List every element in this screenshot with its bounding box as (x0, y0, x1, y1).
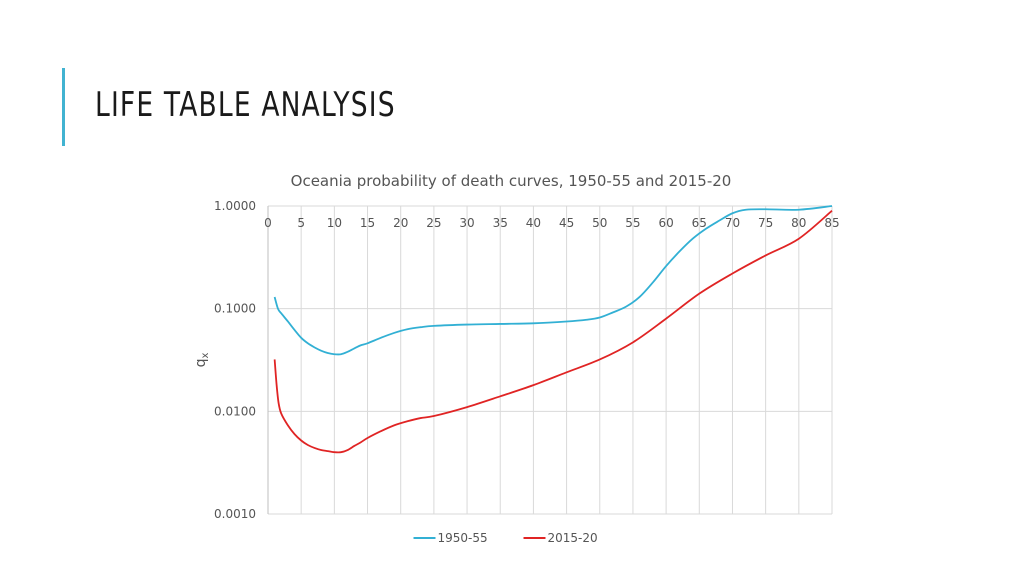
x-tick-label: 25 (426, 216, 441, 230)
x-tick-label: 70 (725, 216, 740, 230)
x-tick-label: 35 (493, 216, 508, 230)
y-tick-label: 1.0000 (214, 199, 256, 213)
series-lines (273, 205, 833, 454)
x-tick-label: 45 (559, 216, 574, 230)
x-tick-label: 40 (526, 216, 541, 230)
title-accent-bar (62, 68, 65, 146)
x-tick-label: 5 (297, 216, 305, 230)
legend-label-1950-55: 1950-55 (438, 531, 488, 545)
y-axis-label-main: q (193, 359, 209, 368)
x-tick-label: 75 (758, 216, 773, 230)
y-axis-label: qx (193, 353, 211, 368)
y-tick-label: 0.1000 (214, 302, 256, 316)
x-tick-label: 15 (360, 216, 375, 230)
x-tick-label: 65 (692, 216, 707, 230)
x-tick-label: 85 (824, 216, 839, 230)
x-tick-label: 20 (393, 216, 408, 230)
x-tick-label: 50 (592, 216, 607, 230)
chart-title: Oceania probability of death curves, 195… (291, 172, 732, 190)
x-tick-label: 60 (658, 216, 673, 230)
x-axis-ticks: 0 5 10 15 20 25 30 35 40 45 50 55 60 65 70 75 80 85 (264, 216, 839, 230)
series-line-2015-20 (273, 210, 833, 454)
y-tick-label: 0.0010 (214, 507, 256, 521)
x-tick-label: 30 (459, 216, 474, 230)
x-tick-label: 10 (327, 216, 342, 230)
series-line-1950-55 (273, 205, 833, 356)
x-tick-label: 0 (264, 216, 272, 230)
x-tick-label: 55 (625, 216, 640, 230)
legend-label-2015-20: 2015-20 (548, 531, 598, 545)
grid (267, 205, 833, 515)
legend: 1950-55 2015-20 (413, 531, 598, 545)
slide-title: LIFE TABLE ANALYSIS (95, 85, 396, 125)
y-axis-ticks: 1.0000 0.1000 0.0100 0.0010 (214, 199, 256, 521)
y-axis-label-subscript: x (200, 353, 211, 359)
y-tick-label: 0.0100 (214, 404, 256, 418)
x-tick-label: 80 (791, 216, 806, 230)
